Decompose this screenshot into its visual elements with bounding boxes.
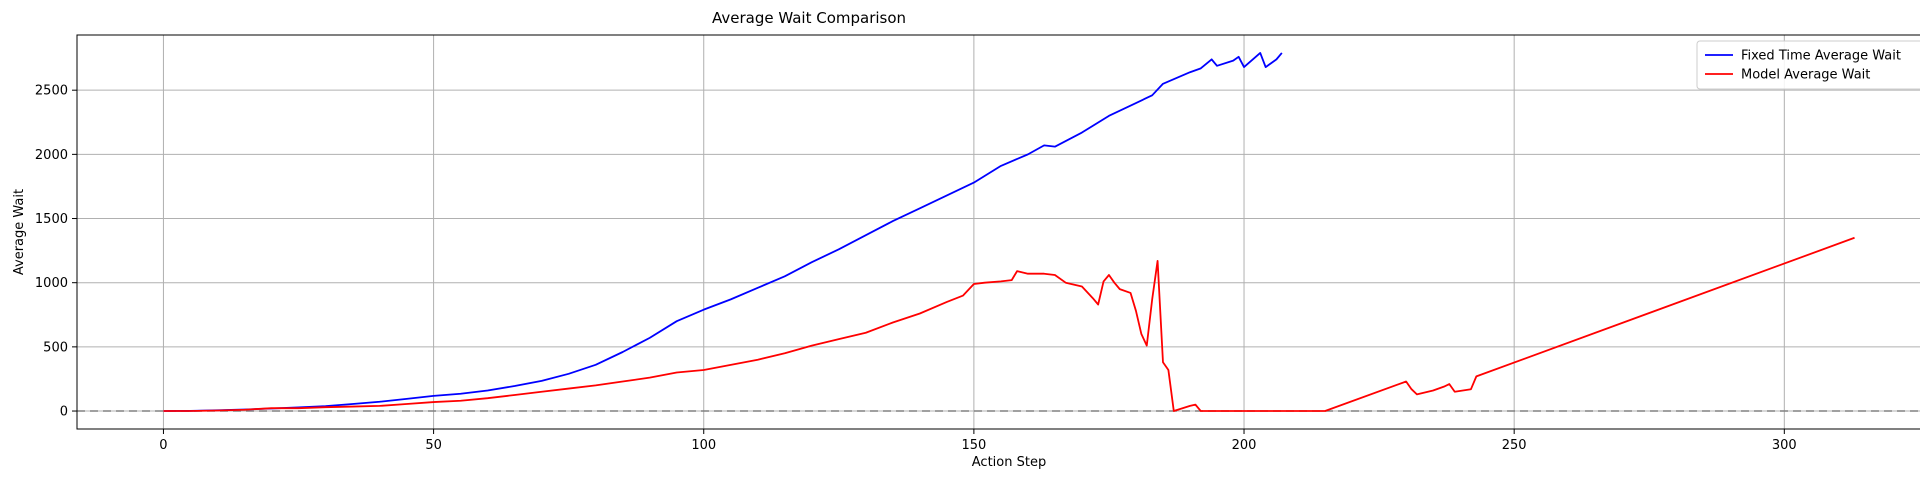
y-axis-label: Average Wait bbox=[12, 189, 27, 275]
y-tick-label: 1000 bbox=[35, 276, 68, 291]
x-tick-label: 50 bbox=[425, 438, 442, 453]
x-tick-label: 300 bbox=[1772, 438, 1797, 453]
x-tick-label: 150 bbox=[961, 438, 986, 453]
y-tick-label: 2000 bbox=[35, 148, 68, 163]
x-tick-label: 200 bbox=[1232, 438, 1257, 453]
y-tick-label: 500 bbox=[43, 340, 68, 355]
x-axis-ticks: 0 50 100 150 200 250 300 bbox=[159, 429, 1797, 453]
x-tick-label: 250 bbox=[1502, 438, 1527, 453]
x-tick-label: 100 bbox=[691, 438, 716, 453]
legend: Fixed Time Average Wait Model Average Wai… bbox=[1696, 40, 1920, 90]
grid bbox=[77, 35, 1920, 429]
y-tick-label: 1500 bbox=[35, 212, 68, 227]
y-tick-label: 2500 bbox=[35, 84, 68, 99]
series-line-1 bbox=[163, 236, 1855, 412]
y-axis-ticks: 0 500 1000 1500 2000 2500 bbox=[35, 84, 77, 420]
plot-frame bbox=[76, 34, 1920, 430]
legend-label: Model Average Wait bbox=[1741, 68, 1870, 83]
series-line-0 bbox=[163, 52, 1283, 412]
x-tick-label: 0 bbox=[159, 438, 167, 453]
y-tick-label: 0 bbox=[60, 405, 68, 420]
chart-title: Average Wait Comparison bbox=[712, 9, 906, 27]
x-axis-label: Action Step bbox=[972, 455, 1046, 470]
legend-box bbox=[1696, 40, 1920, 90]
series-layer bbox=[163, 52, 1855, 412]
legend-label: Fixed Time Average Wait bbox=[1741, 49, 1901, 64]
